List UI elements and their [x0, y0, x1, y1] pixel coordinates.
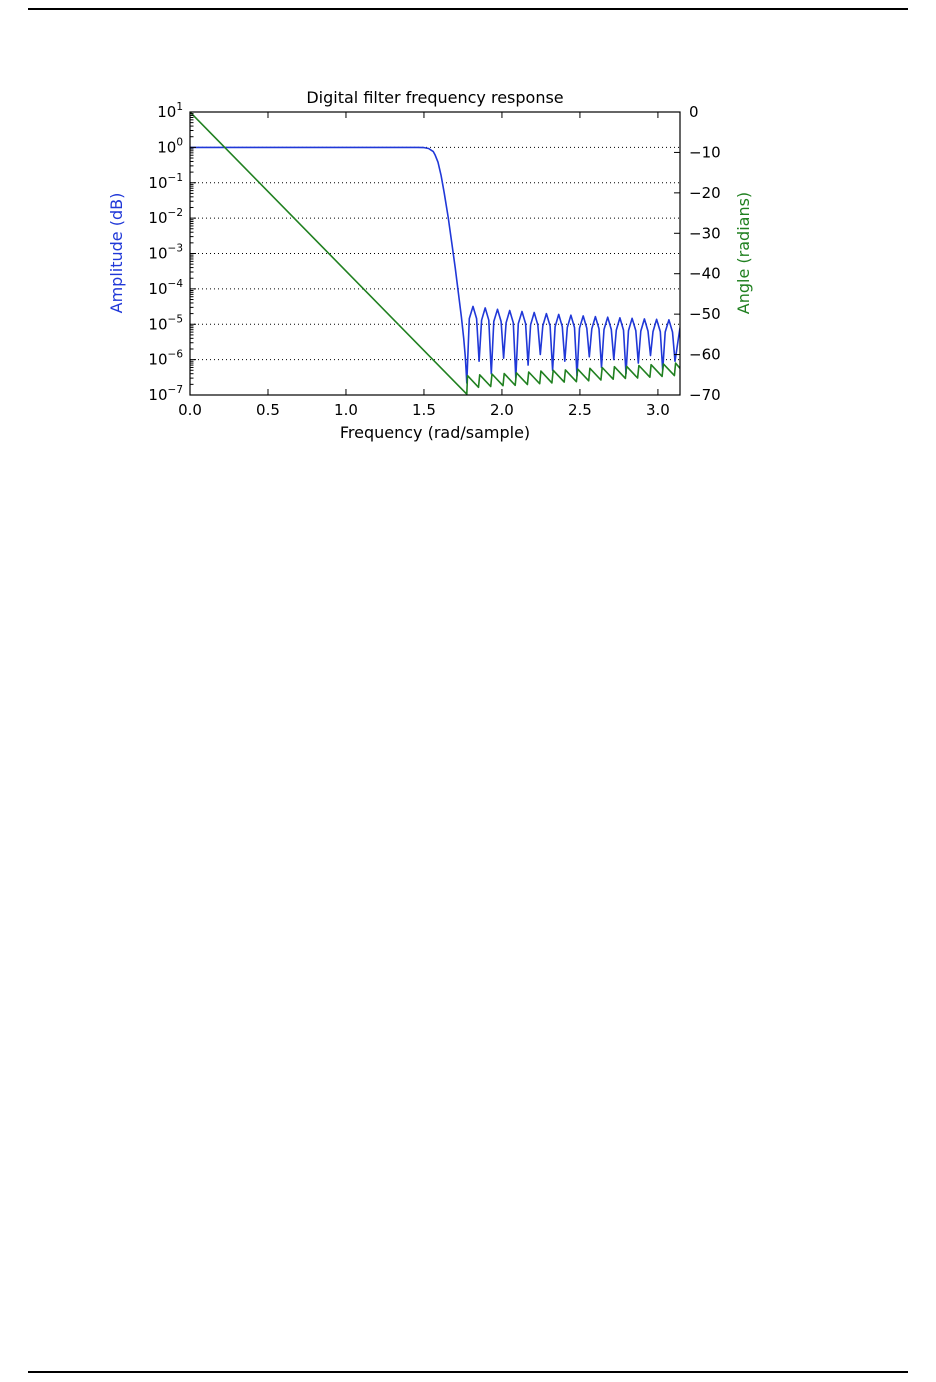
x-tick-label: 2.5 — [568, 401, 592, 419]
angle-tick-label: 0 — [689, 103, 699, 121]
x-axis-label: Frequency (rad/sample) — [340, 423, 530, 442]
angle-tick-label: −10 — [689, 143, 721, 161]
phase-series — [190, 112, 680, 395]
angle-tick-label: −40 — [689, 265, 721, 283]
chart-title: Digital filter frequency response — [306, 88, 563, 107]
x-tick-label: 0.0 — [178, 401, 202, 419]
x-tick-label: 1.5 — [412, 401, 436, 419]
amplitude-tick-label: 101 — [157, 101, 183, 121]
amplitude-tick-label: 10−2 — [148, 207, 183, 227]
amplitude-series — [190, 146, 680, 384]
plot-area: 0.0 0.5 1.0 1.5 2.0 2.5 3.0 101 100 10−1 10−2 10−3 1… — [148, 101, 720, 419]
amplitude-tick-label: 10−4 — [148, 278, 183, 298]
x-tick-label: 3.0 — [646, 401, 670, 419]
amplitude-tick-label: 100 — [157, 136, 183, 156]
amplitude-tick-label: 10−1 — [148, 172, 183, 192]
angle-tick-label: −30 — [689, 224, 721, 242]
grid — [190, 146, 680, 361]
amplitude-tick-label: 10−3 — [148, 243, 183, 263]
angle-tick-label: −50 — [689, 305, 721, 323]
x-tick-label: 2.0 — [490, 401, 514, 419]
frequency-response-chart: Digital filter frequency response Freque… — [107, 88, 753, 442]
angle-tick-label: −60 — [689, 346, 721, 364]
page-bottom-rule — [28, 1371, 908, 1373]
tick-marks — [189, 111, 680, 396]
x-tick-label: 1.0 — [334, 401, 358, 419]
amplitude-tick-label: 10−5 — [148, 313, 183, 333]
left-y-axis-label: Amplitude (dB) — [107, 193, 126, 314]
angle-tick-label: −70 — [689, 386, 721, 404]
right-y-axis-label: Angle (radians) — [734, 192, 753, 314]
page-top-rule — [28, 8, 908, 10]
tick-labels: 0.0 0.5 1.0 1.5 2.0 2.5 3.0 101 100 10−1 10−2 10−3 1… — [148, 101, 720, 419]
amplitude-tick-label: 10−6 — [148, 349, 183, 369]
x-tick-label: 0.5 — [256, 401, 280, 419]
angle-tick-label: −20 — [689, 184, 721, 202]
amplitude-tick-label: 10−7 — [148, 384, 183, 404]
